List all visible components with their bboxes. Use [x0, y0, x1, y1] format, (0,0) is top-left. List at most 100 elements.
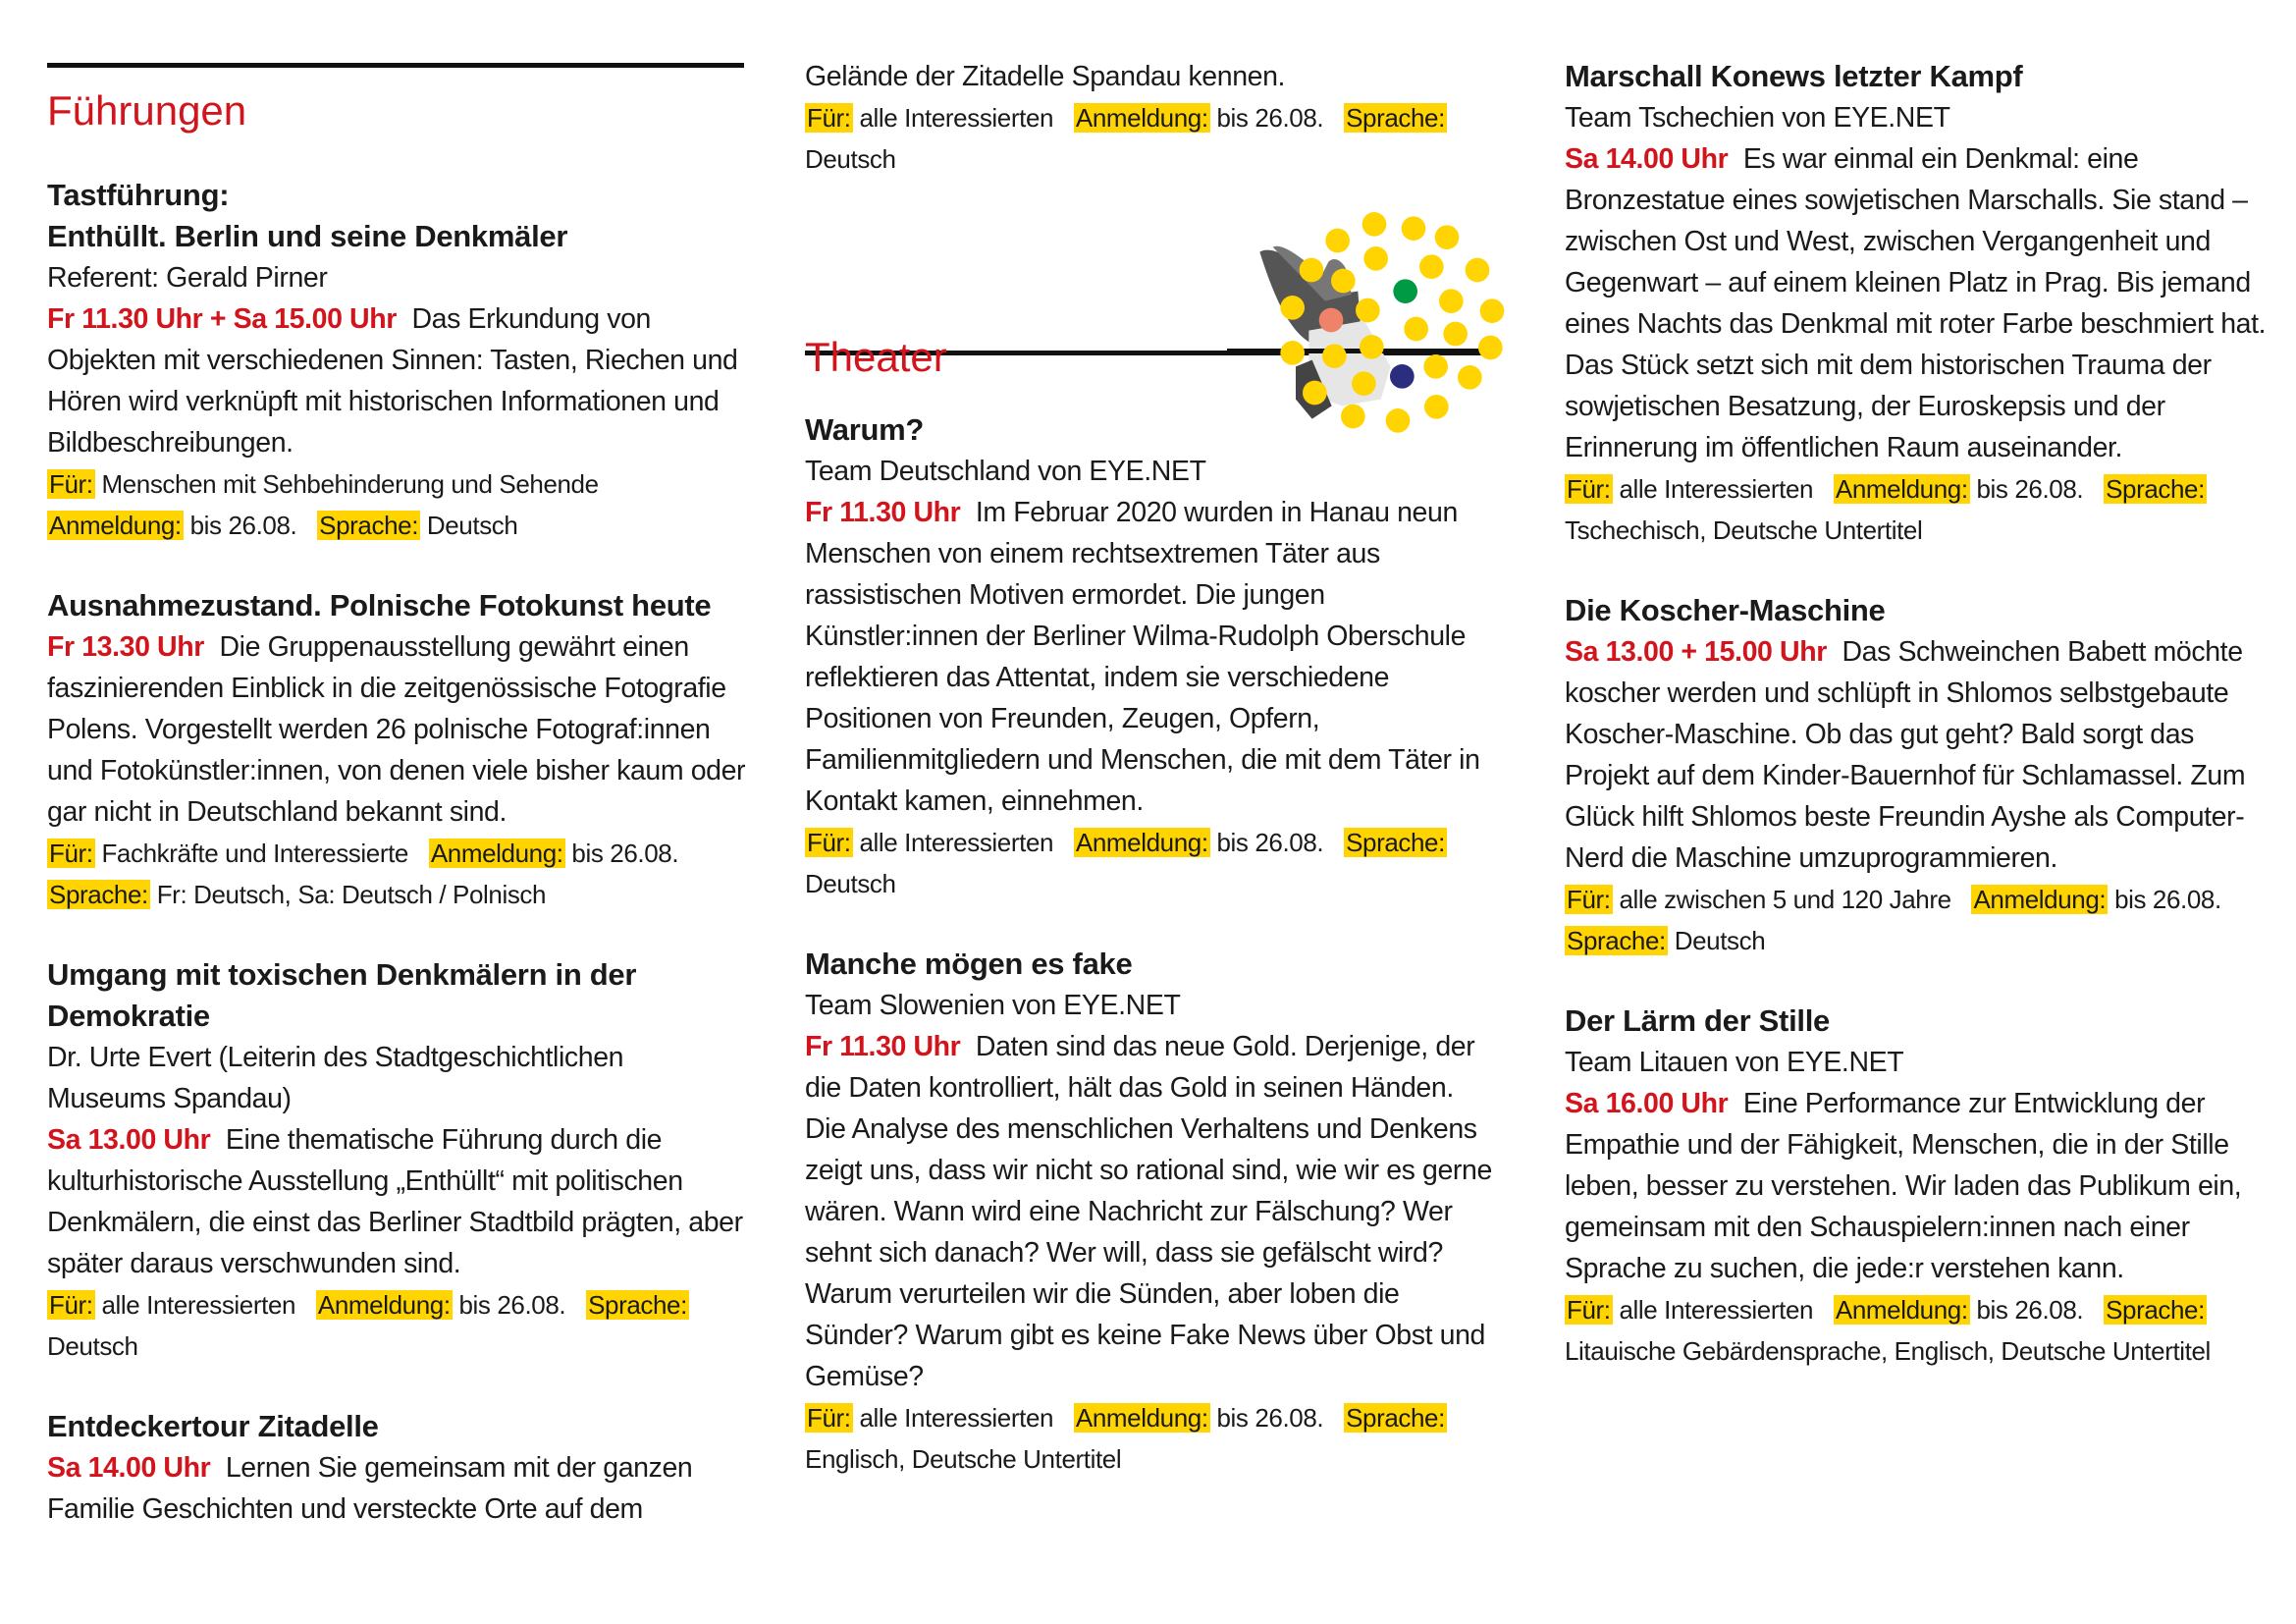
dot	[1424, 395, 1449, 419]
event-text: Das Erkundung von Objekten mit verschied…	[47, 303, 738, 459]
meta-value: bis 26.08.	[458, 1290, 566, 1320]
dot	[1401, 216, 1426, 241]
event-item: Entdeckertour Zitadelle Sa 14.00 Uhr Lern…	[47, 1406, 746, 1530]
event-title: Der Lärm der Stille	[1565, 1003, 1830, 1038]
dot	[1331, 268, 1356, 294]
event-continuation: Gelände der Zitadelle Spandau kennen. Fü…	[805, 56, 1492, 180]
event-item: Manche mögen es fake Team Slowenien von E…	[805, 944, 1492, 1480]
dot	[1280, 341, 1305, 365]
event-text: Lernen Sie gemeinsam mit der ganzen Fami…	[47, 1452, 693, 1525]
event-item: Marschall Konews letzter Kampf Team Tsche…	[1565, 56, 2271, 551]
meta-value: Deutsch	[426, 511, 518, 540]
event-time: Sa 14.00 Uhr	[1565, 143, 1729, 175]
event-meta: Für: alle Interessierten Anmeldung: bis …	[805, 1397, 1492, 1480]
event-meta-item: Sprache: Fr: Deutsch, Sa: Deutsch / Poln…	[47, 880, 546, 909]
event-text: Eine Performance zur Entwicklung der Emp…	[1565, 1088, 2242, 1284]
meta-value: Deutsch	[805, 869, 896, 898]
event-meta-item: Für: alle Interessierten	[805, 103, 1053, 133]
meta-label: Sprache:	[1565, 926, 1668, 955]
meta-value: Tschechisch, Deutsche Untertitel	[1565, 515, 1923, 545]
meta-label: Für:	[805, 103, 853, 133]
dot	[1443, 321, 1468, 347]
dot	[1318, 307, 1344, 333]
event-title: Manche mögen es fake	[805, 947, 1133, 981]
column-1: Führungen Tastführung: Enthüllt. Berlin u…	[47, 86, 746, 1530]
event-description: Fr 11.30 Uhr Im Februar 2020 wurden in H…	[805, 492, 1492, 822]
event-text: Es war einmal ein Denkmal: eine Bronzest…	[1565, 143, 2267, 463]
dot	[1385, 408, 1411, 433]
event-time: Fr 11.30 Uhr + Sa 15.00 Uhr	[47, 303, 397, 335]
dot	[1299, 257, 1324, 283]
meta-label: Anmeldung:	[1833, 1295, 1970, 1325]
dot	[1363, 246, 1388, 271]
meta-label: Sprache:	[1344, 1403, 1447, 1433]
event-subtitle: Team Slowenien von EYE.NET	[805, 990, 1181, 1021]
event-item: Umgang mit toxischen Denkmälern in der D…	[47, 954, 746, 1367]
event-meta-item: Anmeldung: bis 26.08.	[1073, 1403, 1324, 1433]
dot	[1352, 371, 1376, 396]
meta-label: Anmeldung:	[428, 839, 565, 868]
event-meta: Für: alle Interessierten Anmeldung: bis …	[1565, 468, 2271, 551]
event-meta-item: Für: alle Interessierten	[47, 1290, 295, 1320]
meta-label: Anmeldung:	[1073, 103, 1210, 133]
meta-value: bis 26.08.	[1216, 1403, 1324, 1433]
event-meta-item: Anmeldung: bis 26.08.	[1833, 1295, 2084, 1325]
event-meta-item: Für: alle zwischen 5 und 120 Jahre	[1565, 885, 1951, 914]
dot	[1322, 344, 1347, 368]
event-meta-item: Anmeldung: bis 26.08.	[1073, 103, 1324, 133]
event-title: Tastführung:	[47, 178, 230, 212]
event-time: Fr 13.30 Uhr	[47, 631, 204, 663]
meta-label: Sprache:	[1344, 103, 1447, 133]
event-text: Die Gruppenausstellung gewährt einen fas…	[47, 631, 746, 828]
meta-value: Deutsch	[805, 144, 896, 174]
event-time: Sa 14.00 Uhr	[47, 1452, 211, 1484]
event-meta-item: Anmeldung: bis 26.08.	[47, 511, 297, 540]
event-meta-item: Sprache: Deutsch	[805, 103, 1447, 174]
theater-events-continued: Marschall Konews letzter Kampf Team Tsche…	[1565, 56, 2271, 1372]
event-title: Marschall Konews letzter Kampf	[1565, 59, 2023, 93]
dot	[1393, 279, 1417, 303]
dot	[1341, 404, 1365, 429]
event-item: Die Koscher-Maschine Sa 13.00 + 15.00 Uhr…	[1565, 590, 2271, 961]
dot	[1465, 257, 1490, 283]
event-description: Fr 13.30 Uhr Die Gruppenausstellung gewä…	[47, 626, 746, 833]
dot	[1478, 335, 1503, 360]
dot	[1325, 228, 1350, 253]
event-meta: Für: Fachkräfte und Interessierte Anmeld…	[47, 833, 746, 915]
meta-value: Fr: Deutsch, Sa: Deutsch / Polnisch	[156, 880, 547, 909]
meta-label: Für:	[47, 1290, 95, 1320]
event-meta: Für: Menschen mit Sehbehinderung und Seh…	[47, 463, 746, 546]
event-meta-item: Sprache: Deutsch	[317, 511, 518, 540]
event-meta-item: Anmeldung: bis 26.08.	[1833, 474, 2084, 504]
meta-label: Sprache:	[317, 511, 421, 540]
event-description: Sa 13.00 + 15.00 Uhr Das Schweinchen Bab…	[1565, 631, 2271, 879]
event-time: Sa 16.00 Uhr	[1565, 1088, 1729, 1119]
event-item: Ausnahmezustand. Polnische Fotokunst heu…	[47, 585, 746, 915]
dot	[1419, 254, 1444, 279]
dot	[1280, 296, 1305, 320]
meta-label: Sprache:	[2104, 1295, 2207, 1325]
event-meta-item: Für: Fachkräfte und Interessierte	[47, 839, 408, 868]
meta-value: bis 26.08.	[571, 839, 679, 868]
meta-value: bis 26.08.	[1976, 474, 2084, 504]
event-meta-item: Anmeldung: bis 26.08.	[315, 1290, 566, 1320]
section-rule-fuehrungen	[47, 63, 744, 68]
meta-label: Anmeldung:	[1971, 885, 2109, 914]
meta-value: bis 26.08.	[1216, 103, 1324, 133]
section-title-fuehrungen: Führungen	[47, 87, 247, 134]
dots	[1227, 212, 1505, 433]
event-text: Gelände der Zitadelle Spandau kennen.	[805, 61, 1286, 92]
praying-hands-dots-illustration	[1227, 212, 1505, 433]
event-time: Fr 11.30 Uhr	[805, 1031, 961, 1062]
event-meta-item: Für: alle Interessierten	[1565, 474, 1813, 504]
meta-value: Menschen mit Sehbehinderung und Sehende	[101, 469, 599, 499]
event-description: Fr 11.30 Uhr Daten sind das neue Gold. D…	[805, 1026, 1492, 1397]
event-meta-item: Sprache: Deutsch	[1565, 926, 1766, 955]
dot	[1360, 335, 1384, 359]
event-meta-item: Sprache: Englisch, Deutsche Untertitel	[805, 1403, 1447, 1474]
event-text: Im Februar 2020 wurden in Hanau neun Men…	[805, 497, 1480, 817]
dot	[1404, 316, 1428, 342]
dot	[1434, 225, 1460, 249]
dot	[1479, 298, 1505, 323]
meta-value: alle Interessierten	[101, 1290, 296, 1320]
